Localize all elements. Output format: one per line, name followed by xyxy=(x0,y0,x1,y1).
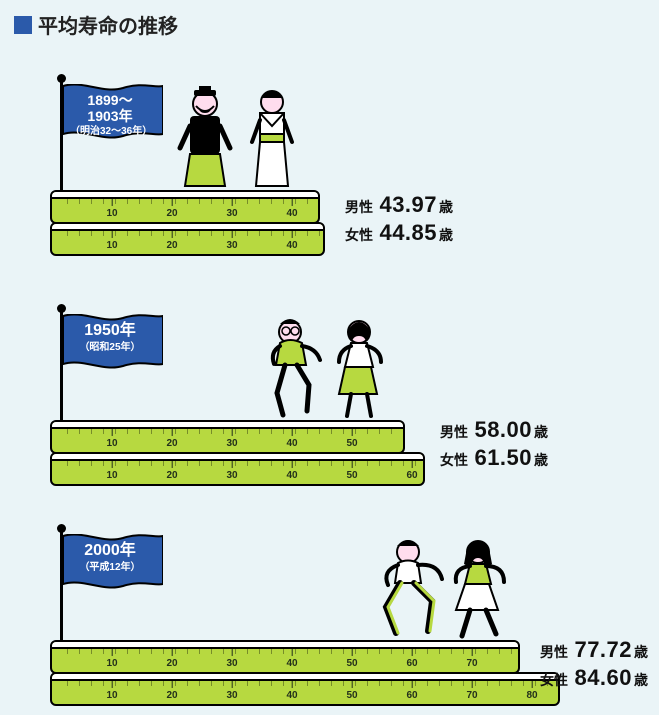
ruler-tick: 40 xyxy=(286,438,297,449)
person-female-icon xyxy=(327,316,397,426)
ruler-tick: 10 xyxy=(106,438,117,449)
ruler-tick: 60 xyxy=(406,470,417,481)
stat-female-label: 女性 xyxy=(540,672,568,688)
ruler-tick: 30 xyxy=(226,208,237,219)
ruler-tick: 30 xyxy=(226,470,237,481)
stat-female: 女性 44.85歳 xyxy=(345,220,453,246)
ruler-tick: 30 xyxy=(226,690,237,701)
ruler-tick: 30 xyxy=(226,658,237,669)
ruler-tick: 40 xyxy=(286,690,297,701)
stat-male: 男性 58.00歳 xyxy=(440,417,548,443)
flag-cloth-icon xyxy=(63,534,163,601)
stat-unit: 歳 xyxy=(634,672,648,688)
ruler-tick: 10 xyxy=(106,208,117,219)
stat-female-label: 女性 xyxy=(440,452,468,468)
ruler-ticks: 10 20 30 40 50 60 70 xyxy=(52,649,518,672)
person-male-icon xyxy=(255,316,325,426)
title-square-icon xyxy=(14,16,32,34)
ruler-tick: 50 xyxy=(346,438,357,449)
stat-female-label: 女性 xyxy=(345,227,373,243)
chart-title: 平均寿命の推移 xyxy=(38,10,178,39)
person-female-icon xyxy=(442,536,512,651)
stat-female-value: 61.50 xyxy=(474,445,532,470)
ruler-tick: 40 xyxy=(286,470,297,481)
ruler-band-top xyxy=(52,192,318,199)
stat-unit: 歳 xyxy=(439,199,453,215)
ruler-band-top xyxy=(52,674,558,681)
stat-female: 女性 61.50歳 xyxy=(440,445,548,471)
stat-male-label: 男性 xyxy=(440,424,468,440)
ruler-tick: 20 xyxy=(166,470,177,481)
era-stats: 男性 77.72歳 女性 84.60歳 xyxy=(540,635,648,693)
era-stats: 男性 43.97歳 女性 44.85歳 xyxy=(345,190,453,248)
ruler-band: 10 20 30 40 50 60 70 xyxy=(50,640,520,674)
stat-male-label: 男性 xyxy=(345,199,373,215)
ruler-band-top xyxy=(52,454,423,461)
ruler-ticks: 10 20 30 40 xyxy=(52,199,318,222)
ruler-ticks: 10 20 30 40 50 60 xyxy=(52,461,423,484)
ruler-band-top xyxy=(52,642,518,649)
era-stats: 男性 58.00歳 女性 61.50歳 xyxy=(440,415,548,473)
ruler-tick: 30 xyxy=(226,438,237,449)
ruler-band: 10 20 30 40 xyxy=(50,190,320,224)
stat-male-value: 77.72 xyxy=(574,637,632,662)
ruler-tick: 30 xyxy=(226,240,237,251)
person-female-icon xyxy=(242,86,312,196)
ruler-tick: 10 xyxy=(106,658,117,669)
ruler-band: 10 20 30 40 50 60 xyxy=(50,452,425,486)
stat-male-label: 男性 xyxy=(540,644,568,660)
ruler-tick: 40 xyxy=(286,240,297,251)
title-row: 平均寿命の推移 xyxy=(14,10,178,39)
stat-male: 男性 77.72歳 xyxy=(540,637,648,663)
stat-unit: 歳 xyxy=(439,227,453,243)
ruler-tick: 20 xyxy=(166,438,177,449)
flag-cloth-icon xyxy=(63,314,163,381)
ruler-tick: 70 xyxy=(466,658,477,669)
ruler-ticks: 10 20 30 40 xyxy=(52,231,323,254)
stat-male-value: 58.00 xyxy=(474,417,532,442)
ruler-band-top xyxy=(52,224,323,231)
ruler-tick: 20 xyxy=(166,240,177,251)
ruler-tick: 50 xyxy=(346,658,357,669)
ruler-platform: 10 20 30 40 10 20 30 40 xyxy=(50,190,325,254)
ruler-band: 10 20 30 40 50 xyxy=(50,420,405,454)
ruler-tick: 50 xyxy=(346,690,357,701)
ruler-ticks: 10 20 30 40 50 60 70 80 xyxy=(52,681,558,704)
ruler-tick: 10 xyxy=(106,240,117,251)
ruler-tick: 20 xyxy=(166,690,177,701)
ruler-tick: 20 xyxy=(166,208,177,219)
ruler-tick: 40 xyxy=(286,208,297,219)
ruler-band: 10 20 30 40 50 60 70 80 xyxy=(50,672,560,706)
ruler-tick: 40 xyxy=(286,658,297,669)
ruler-band-top xyxy=(52,422,403,429)
ruler-ticks: 10 20 30 40 50 xyxy=(52,429,403,452)
ruler-tick: 50 xyxy=(346,470,357,481)
person-male-icon xyxy=(370,536,440,651)
ruler-band: 10 20 30 40 xyxy=(50,222,325,256)
stat-unit: 歳 xyxy=(534,452,548,468)
ruler-tick: 10 xyxy=(106,470,117,481)
ruler-tick: 20 xyxy=(166,658,177,669)
stat-female: 女性 84.60歳 xyxy=(540,665,648,691)
person-male-icon xyxy=(170,86,240,196)
stat-female-value: 84.60 xyxy=(574,665,632,690)
stat-female-value: 44.85 xyxy=(379,220,437,245)
ruler-tick: 70 xyxy=(466,690,477,701)
ruler-tick: 80 xyxy=(526,690,537,701)
stat-male: 男性 43.97歳 xyxy=(345,192,453,218)
stat-unit: 歳 xyxy=(534,424,548,440)
ruler-platform: 10 20 30 40 50 10 20 30 40 50 60 xyxy=(50,420,425,484)
stat-male-value: 43.97 xyxy=(379,192,437,217)
ruler-platform: 10 20 30 40 50 60 70 10 20 30 40 50 60 70 80 xyxy=(50,640,560,704)
ruler-tick: 60 xyxy=(406,658,417,669)
flag-cloth-icon xyxy=(63,84,163,151)
stat-unit: 歳 xyxy=(634,644,648,660)
ruler-tick: 10 xyxy=(106,690,117,701)
ruler-tick: 60 xyxy=(406,690,417,701)
